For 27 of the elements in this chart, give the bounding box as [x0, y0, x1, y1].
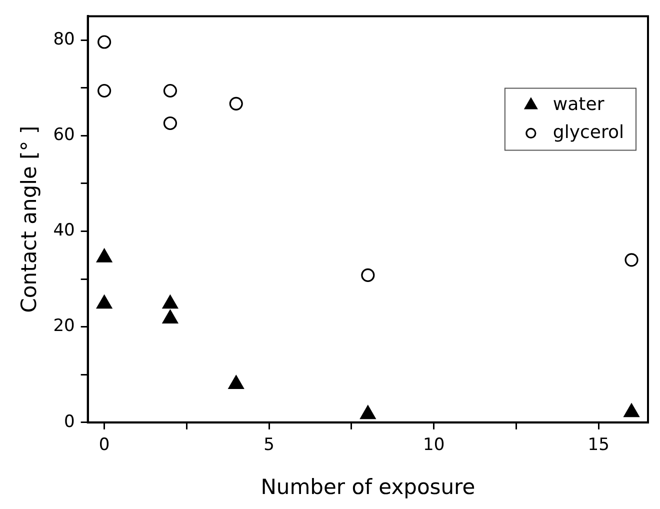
- point: [96, 295, 112, 309]
- point: [98, 84, 112, 98]
- point: [228, 375, 244, 389]
- x-tick-label: 10: [423, 435, 445, 456]
- point: [360, 405, 376, 420]
- point: [624, 253, 638, 267]
- point: [98, 35, 112, 49]
- y-tick-label: 40: [53, 220, 75, 241]
- point: [162, 310, 178, 324]
- point: [163, 84, 178, 98]
- point: [624, 404, 640, 418]
- y-tick-label: 80: [53, 30, 75, 50]
- x-axis-title: Number of exposure: [260, 474, 476, 499]
- point: [229, 96, 243, 110]
- point: [361, 268, 375, 282]
- legend-label: glycerol: [552, 122, 624, 143]
- point: [96, 248, 112, 262]
- x-tick-label: 15: [588, 435, 610, 456]
- x-tick-label: 0: [98, 435, 110, 456]
- y-tick-label: 60: [53, 125, 75, 146]
- y-axis-title: Contact angle [° ]: [17, 126, 42, 313]
- x-tick-label: 5: [264, 435, 274, 456]
- point: [162, 295, 178, 309]
- legend-label: water: [552, 94, 605, 115]
- y-tick-label: 0: [64, 412, 75, 432]
- point: [163, 116, 178, 130]
- y-tick-label: 20: [53, 316, 75, 336]
